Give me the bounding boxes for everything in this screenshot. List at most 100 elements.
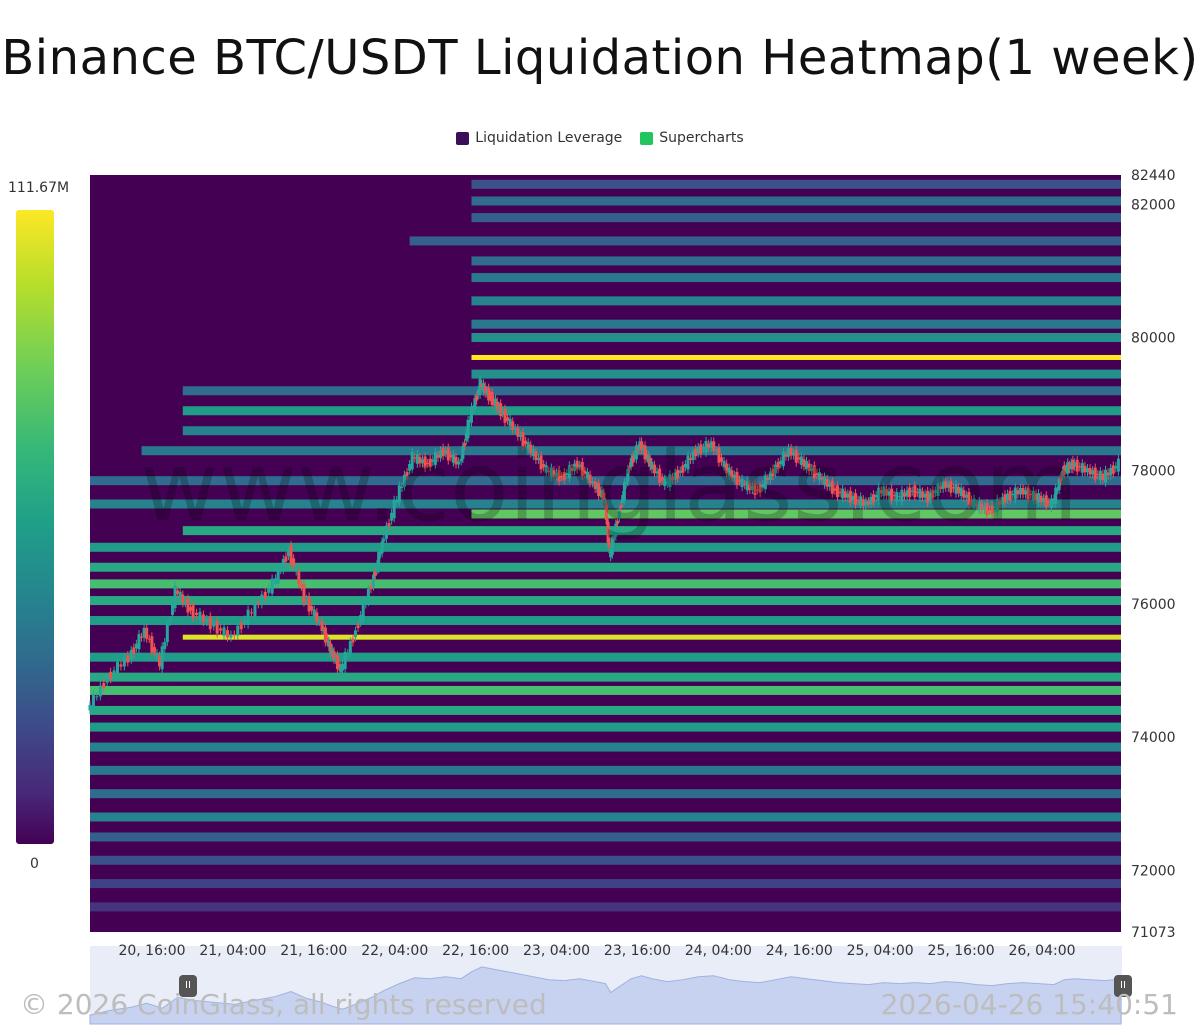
candle-body	[506, 417, 510, 421]
navigator-left-handle[interactable]: II	[179, 975, 197, 997]
candle-body	[250, 612, 254, 614]
candle-body	[178, 591, 182, 600]
candle-body	[939, 485, 943, 489]
candle-body	[1042, 497, 1046, 503]
candle-body	[1098, 470, 1102, 481]
candle-body	[495, 401, 499, 409]
candle-body	[774, 464, 778, 474]
candle-body	[575, 460, 579, 470]
candle-body	[405, 472, 409, 477]
candle-body	[1049, 498, 1053, 509]
candle-body	[310, 606, 314, 611]
liquidation-band	[471, 332, 1122, 342]
candle-body	[294, 568, 298, 572]
candle-body	[663, 478, 667, 487]
candle-body	[957, 486, 961, 494]
candle-body	[1116, 458, 1120, 472]
candle-body	[856, 499, 860, 501]
liquidation-band	[90, 722, 1121, 732]
candle-body	[137, 634, 141, 650]
candle-body	[874, 495, 878, 498]
candle-body	[771, 468, 775, 477]
liquidation-band	[471, 213, 1122, 223]
candle-body	[1052, 498, 1056, 504]
candle-body	[1024, 490, 1028, 495]
legend-label-supercharts: Supercharts	[659, 130, 744, 146]
candle-body	[286, 550, 290, 557]
candle-body	[892, 495, 896, 497]
candle-body	[843, 491, 847, 498]
legend: Liquidation Leverage Supercharts	[0, 130, 1200, 146]
candle-body	[864, 501, 868, 506]
candle-body	[292, 558, 296, 567]
liquidation-band	[182, 634, 1122, 640]
candle-body	[1061, 470, 1065, 477]
candle-body	[846, 493, 850, 498]
candle-body	[88, 704, 92, 711]
candle-body	[629, 458, 633, 467]
candle-body	[327, 640, 331, 647]
x-tick-label: 20, 16:00	[118, 943, 185, 959]
candle-body	[727, 467, 731, 477]
x-tick-label: 21, 16:00	[280, 943, 347, 959]
liquidation-band	[471, 296, 1122, 306]
candle-body	[468, 420, 472, 423]
candle-body	[1096, 474, 1100, 476]
candle-body	[954, 484, 958, 494]
candle-body	[315, 612, 319, 623]
candle-body	[597, 483, 601, 496]
candle-body	[750, 485, 754, 491]
candle-body	[423, 456, 427, 469]
candle-body	[516, 428, 520, 437]
candle-body	[1114, 466, 1118, 469]
candle-body	[439, 450, 443, 458]
candle-body	[500, 411, 504, 414]
candle-body	[614, 523, 618, 537]
candle-body	[585, 472, 589, 480]
legend-item-liquidation-leverage[interactable]: Liquidation Leverage	[456, 130, 622, 146]
candle-body	[281, 559, 285, 570]
color-scale-bar[interactable]	[16, 210, 54, 844]
candle-body	[655, 471, 659, 474]
candle-body	[740, 478, 744, 488]
candle-body	[696, 446, 700, 454]
candle-body	[776, 462, 780, 470]
candle-body	[805, 460, 809, 470]
candle-body	[1088, 468, 1092, 475]
y-tick-label: 78000	[1131, 464, 1176, 480]
candle-body	[908, 487, 912, 498]
candle-body	[982, 505, 986, 510]
candle-body	[879, 490, 883, 494]
candle-body	[392, 499, 396, 519]
candle-body	[567, 465, 571, 479]
candle-body	[1109, 468, 1113, 476]
candle-body	[490, 392, 494, 405]
candle-body	[1106, 472, 1110, 476]
y-tick-label: 74000	[1131, 730, 1176, 746]
x-tick-label: 25, 04:00	[847, 943, 914, 959]
candle-body	[562, 472, 566, 481]
candle-body	[119, 664, 123, 667]
candle-body	[921, 491, 925, 498]
x-tick-label: 24, 04:00	[685, 943, 752, 959]
candle-body	[544, 465, 548, 473]
candle-body	[628, 466, 632, 470]
candle-body	[215, 620, 219, 634]
candle-body	[784, 454, 788, 457]
candle-body	[719, 457, 723, 462]
candle-body	[246, 609, 250, 625]
liquidation-band	[409, 236, 1121, 246]
candle-body	[189, 607, 193, 611]
candle-body	[872, 494, 876, 503]
y-tick-label: 80000	[1131, 330, 1176, 346]
candle-body	[890, 488, 894, 501]
legend-item-supercharts[interactable]: Supercharts	[640, 130, 744, 146]
candle-body	[387, 523, 391, 526]
candle-body	[297, 571, 301, 585]
candle-body	[1062, 465, 1066, 475]
candle-body	[152, 647, 156, 653]
candle-body	[155, 652, 159, 659]
navigator-right-handle[interactable]: II	[1114, 975, 1132, 997]
candle-body	[380, 541, 384, 554]
candle-body	[433, 452, 437, 465]
